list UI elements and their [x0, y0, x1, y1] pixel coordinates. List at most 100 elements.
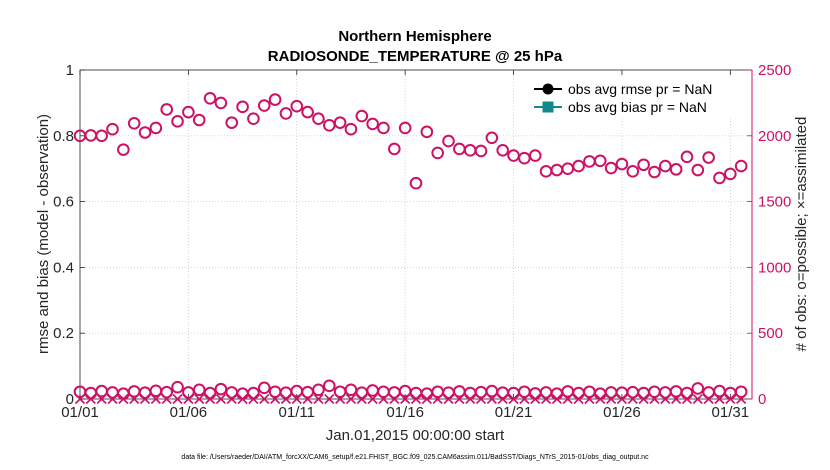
possible-point [658, 159, 672, 173]
possible-point [648, 165, 661, 179]
possible-point [496, 143, 510, 157]
possible-point [539, 165, 553, 178]
assimilated-point [432, 393, 443, 405]
possible-point [485, 131, 499, 145]
y-tick-label-3: 0.6 [53, 194, 74, 211]
possible-point [528, 149, 542, 162]
possible-point [279, 107, 293, 120]
y-tick-label-5: 1 [66, 62, 74, 79]
assimilated-point [335, 393, 346, 405]
possible-point [301, 105, 314, 119]
x-tick-label-4: 01/21 [495, 404, 533, 421]
assimilated-point [486, 393, 497, 405]
assimilated-point [703, 393, 714, 405]
assimilated-point [389, 393, 400, 405]
possible-point [192, 113, 206, 127]
y-right-tick-label-3: 1500 [758, 194, 791, 211]
assimilated-point [736, 393, 747, 405]
assimilated-point [259, 393, 270, 405]
possible-point [453, 142, 466, 156]
y-axis-ticks: 0 0.2 0.4 0.6 0.8 1 [53, 62, 85, 408]
assimilated-point [606, 393, 617, 405]
assimilated-point [692, 393, 703, 405]
series-2 [74, 393, 747, 405]
assimilated-point [139, 393, 151, 405]
assimilated-point [96, 393, 107, 405]
possible-point [463, 143, 477, 157]
y-right-tick-label-1: 500 [758, 325, 783, 342]
possible-point [247, 386, 260, 400]
possible-point [182, 105, 195, 119]
possible-point [257, 99, 271, 112]
possible-point [680, 150, 694, 164]
assimilated-point [129, 393, 140, 405]
possible-point [550, 163, 564, 177]
possible-point [377, 121, 390, 135]
possible-point [160, 103, 174, 116]
assimilated-point [671, 393, 682, 405]
assimilated-point [681, 393, 693, 405]
assimilated-point [475, 393, 487, 405]
assimilated-point [584, 393, 595, 405]
legend-rmse-label: obs avg rmse pr = NaN [568, 81, 712, 97]
assimilated-point [356, 393, 367, 405]
legend-bias-marker [542, 101, 554, 113]
possible-point [734, 159, 748, 173]
possible-point [236, 100, 249, 114]
possible-point [713, 171, 726, 185]
possible-point [268, 93, 282, 106]
y-right-tick-label-5: 2500 [758, 62, 791, 79]
data-series [73, 91, 748, 405]
possible-point [409, 176, 423, 190]
assimilated-point [204, 393, 216, 405]
assimilated-point [345, 393, 357, 405]
series-0 [73, 91, 748, 190]
possible-point [669, 163, 683, 176]
possible-point [312, 112, 325, 125]
possible-point [431, 146, 444, 160]
assimilated-point [400, 393, 411, 405]
possible-point [84, 386, 98, 400]
assimilated-point [573, 393, 584, 405]
chart-subtitle: RADIOSONDE_TEMPERATURE @ 25 hPa [268, 48, 563, 65]
possible-point [355, 109, 369, 123]
assimilated-point [183, 393, 194, 405]
possible-point [724, 167, 737, 181]
possible-point [626, 165, 640, 178]
y-tick-label-0: 0 [66, 391, 74, 408]
possible-point [257, 381, 271, 395]
possible-point [171, 380, 184, 394]
possible-point [171, 115, 184, 128]
assimilated-point [562, 393, 573, 405]
possible-point [463, 386, 477, 400]
x-axis-label: Jan.01,2015 00:00:00 start [326, 427, 505, 444]
possible-point [593, 154, 607, 168]
possible-point [117, 143, 130, 156]
possible-point [236, 387, 249, 401]
assimilated-point [627, 393, 638, 405]
assimilated-point [270, 393, 281, 405]
possible-point [225, 116, 239, 129]
assimilated-point [378, 393, 389, 405]
possible-point [420, 125, 434, 139]
x-axis-ticks: 01/01 01/06 01/11 01/16 01/21 01/26 01/31 [61, 70, 749, 421]
possible-point [474, 144, 488, 158]
assimilated-point [421, 393, 432, 405]
possible-point [388, 142, 401, 156]
possible-point [528, 387, 542, 400]
assimilated-point [508, 393, 519, 405]
possible-point [593, 387, 607, 401]
assimilated-point [85, 393, 96, 405]
assimilated-point [324, 393, 335, 405]
possible-point [518, 151, 531, 165]
possible-point [691, 382, 705, 395]
possible-point [637, 158, 650, 172]
possible-point [637, 386, 650, 400]
possible-point [344, 383, 358, 397]
assimilated-point [660, 393, 671, 405]
assimilated-point [150, 393, 161, 405]
assimilated-point [410, 393, 422, 405]
assimilated-point [443, 393, 454, 405]
possible-point [572, 159, 585, 173]
possible-point [691, 163, 705, 177]
